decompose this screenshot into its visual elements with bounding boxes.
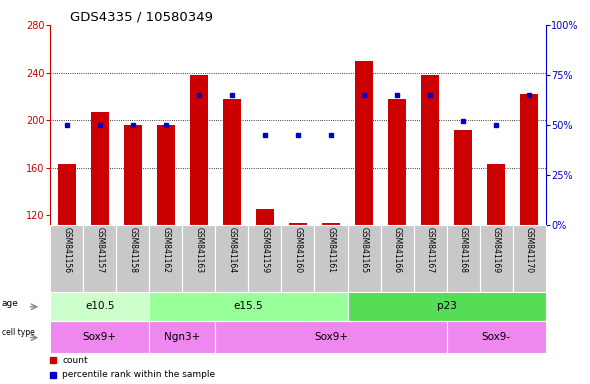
Text: GSM841163: GSM841163 — [194, 227, 204, 273]
Text: GDS4335 / 10580349: GDS4335 / 10580349 — [70, 11, 213, 24]
Text: Sox9+: Sox9+ — [314, 332, 348, 342]
Bar — [157, 125, 175, 225]
Bar — [289, 223, 307, 225]
Text: count: count — [63, 356, 88, 365]
Bar — [91, 112, 109, 225]
Bar — [388, 99, 406, 225]
Text: GSM841167: GSM841167 — [425, 227, 435, 273]
Bar — [487, 164, 505, 225]
Bar — [83, 225, 116, 292]
Text: Sox9-: Sox9- — [481, 332, 511, 342]
Bar — [256, 209, 274, 225]
Bar — [116, 225, 149, 292]
Text: age: age — [2, 299, 18, 308]
Bar — [447, 225, 480, 292]
Text: GSM841165: GSM841165 — [359, 227, 369, 273]
Bar — [190, 75, 208, 225]
Text: GSM841157: GSM841157 — [95, 227, 104, 273]
Text: GSM841170: GSM841170 — [525, 227, 534, 273]
Text: GSM841159: GSM841159 — [260, 227, 270, 273]
Bar — [124, 125, 142, 225]
Bar — [215, 225, 248, 292]
Bar — [381, 225, 414, 292]
Bar — [513, 225, 546, 292]
Text: p23: p23 — [437, 301, 457, 311]
Text: GSM841161: GSM841161 — [326, 227, 336, 273]
Bar — [248, 225, 281, 292]
Bar — [50, 225, 83, 292]
Bar — [454, 129, 472, 225]
Text: cell type: cell type — [2, 328, 34, 336]
Bar — [223, 99, 241, 225]
Bar — [520, 94, 538, 225]
Text: GSM841162: GSM841162 — [161, 227, 171, 273]
Bar — [421, 75, 439, 225]
Bar — [355, 61, 373, 225]
Text: Ngn3+: Ngn3+ — [164, 332, 201, 342]
Text: GSM841158: GSM841158 — [128, 227, 137, 273]
Text: GSM841164: GSM841164 — [227, 227, 237, 273]
Bar — [348, 292, 546, 321]
Bar — [149, 225, 182, 292]
Text: GSM841156: GSM841156 — [62, 227, 71, 273]
Bar — [50, 321, 149, 353]
Text: Sox9+: Sox9+ — [83, 332, 117, 342]
Bar — [480, 225, 513, 292]
Bar — [58, 164, 76, 225]
Bar — [348, 225, 381, 292]
Text: e15.5: e15.5 — [234, 301, 263, 311]
Bar — [182, 225, 215, 292]
Bar — [149, 321, 215, 353]
Bar — [322, 223, 340, 225]
Bar — [281, 225, 314, 292]
Text: GSM841166: GSM841166 — [392, 227, 402, 273]
Bar — [447, 321, 546, 353]
Text: GSM841160: GSM841160 — [293, 227, 303, 273]
Text: e10.5: e10.5 — [85, 301, 114, 311]
Bar — [215, 321, 447, 353]
Text: GSM841169: GSM841169 — [491, 227, 501, 273]
Text: percentile rank within the sample: percentile rank within the sample — [63, 371, 215, 379]
Bar — [50, 292, 149, 321]
Bar — [414, 225, 447, 292]
Bar — [314, 225, 348, 292]
Bar — [149, 292, 348, 321]
Text: GSM841168: GSM841168 — [458, 227, 468, 273]
